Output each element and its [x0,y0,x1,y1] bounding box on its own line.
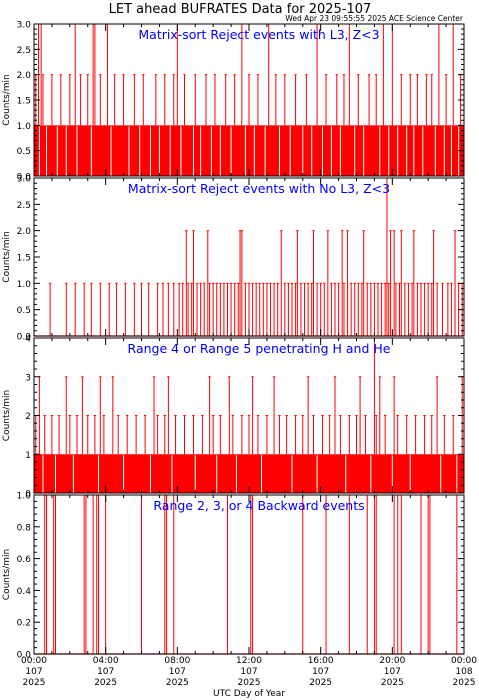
y-tick-label: 4 [25,335,31,345]
x-tick-label: 2025 [23,678,46,688]
x-tick-label: 2025 [309,678,332,688]
y-tick-label: 3.0 [17,175,32,185]
y-tick-label: 0.5 [17,147,31,157]
y-axis-label: Counts/min [2,390,12,441]
y-axis-label: Counts/min [2,74,12,125]
y-tick-label: 3 [25,373,31,383]
x-tick-label: 2025 [166,678,189,688]
x-tick-label: 2025 [381,678,404,688]
panel-title: Range 4 or Range 5 penetrating H and He [128,341,391,356]
x-tick-label: 107 [312,667,329,677]
panel-title: Matrix-sort Reject events with L3, Z<3 [138,27,379,42]
y-tick-label: 0.5 [17,306,31,316]
x-tick-label: 20:00 [379,656,405,666]
x-tick-label: 08:00 [164,656,190,666]
x-tick-label: 107 [97,667,114,677]
baseline-fill [34,125,464,176]
y-tick-label: 2.0 [17,227,32,237]
x-axis-tick-labels: 00:00107202504:00107202508:00107202512:0… [21,656,477,688]
panel-title: Matrix-sort Reject events with No L3, Z<… [128,181,390,196]
y-tick-label: 1.0 [17,122,32,132]
y-tick-label: 1.5 [17,254,31,264]
y-tick-label: 1.5 [17,97,31,107]
panels-group: 0.0 0.5 1.0 1.5 2.0 2.5 3.0 Counts/min Matrix-so… [2,21,465,661]
x-tick-label: 04:00 [93,656,119,666]
y-tick-label: 2.5 [17,46,31,56]
y-tick-label: 0 [25,490,31,500]
x-tick-label: 107 [169,667,186,677]
y-tick-label: 3.0 [17,21,32,31]
y-tick-label: 2 [25,412,31,422]
y-tick-label: 2.5 [17,201,31,211]
generation-timestamp: Wed Apr 23 09:55:55 2025 ACE Science Cen… [285,14,464,23]
x-tick-label: 108 [455,667,472,677]
figure-title: LET ahead BUFRATES Data for 2025-107 [109,2,372,17]
x-tick-label: 16:00 [308,656,334,666]
x-tick-label: 12:00 [236,656,262,666]
panel-title: Range 2, 3, or 4 Backward events [153,498,364,513]
x-tick-label: 2025 [453,678,476,688]
x-tick-label: 2025 [238,678,261,688]
panel-1: 0.0 0.5 1.0 1.5 2.0 2.5 3.0 Counts/min Matrix-so… [2,21,465,183]
y-axis-label: Counts/min [2,231,12,282]
y-tick-label: 0.6 [17,555,32,565]
y-tick-label: 0.2 [17,619,31,629]
y-tick-label: 1.0 [17,492,32,502]
y-tick-label: 0.0 [17,173,32,183]
x-tick-label: 2025 [94,678,117,688]
x-tick-label: 00:00 [21,656,47,666]
y-tick-label: 2.0 [17,71,32,81]
x-tick-label: 107 [384,667,401,677]
panel-3: 0 1 2 3 4 Counts/min Range 4 or Range 5 penetr… [2,335,465,500]
y-tick-label: 1 [25,451,31,461]
y-axis-label: Counts/min [2,549,12,600]
y-tick-label: 0.4 [17,587,32,597]
y-tick-label: 0.0 [17,333,32,343]
y-tick-label: 0.8 [17,523,32,533]
x-tick-label: 107 [240,667,257,677]
panel-2: 0.0 0.5 1.0 1.5 2.0 2.5 3.0 Counts/min Matrix-so… [2,175,465,343]
panel-4: 0.0 0.2 0.4 0.6 0.8 1.0 Counts/min Range 2, 3, … [2,492,465,661]
x-tick-label: 107 [25,667,42,677]
x-axis-label: UTC Day of Year [213,689,285,699]
x-tick-label: 00:00 [451,656,477,666]
y-tick-label: 0.0 [17,651,32,661]
y-tick-label: 1.0 [17,280,32,290]
